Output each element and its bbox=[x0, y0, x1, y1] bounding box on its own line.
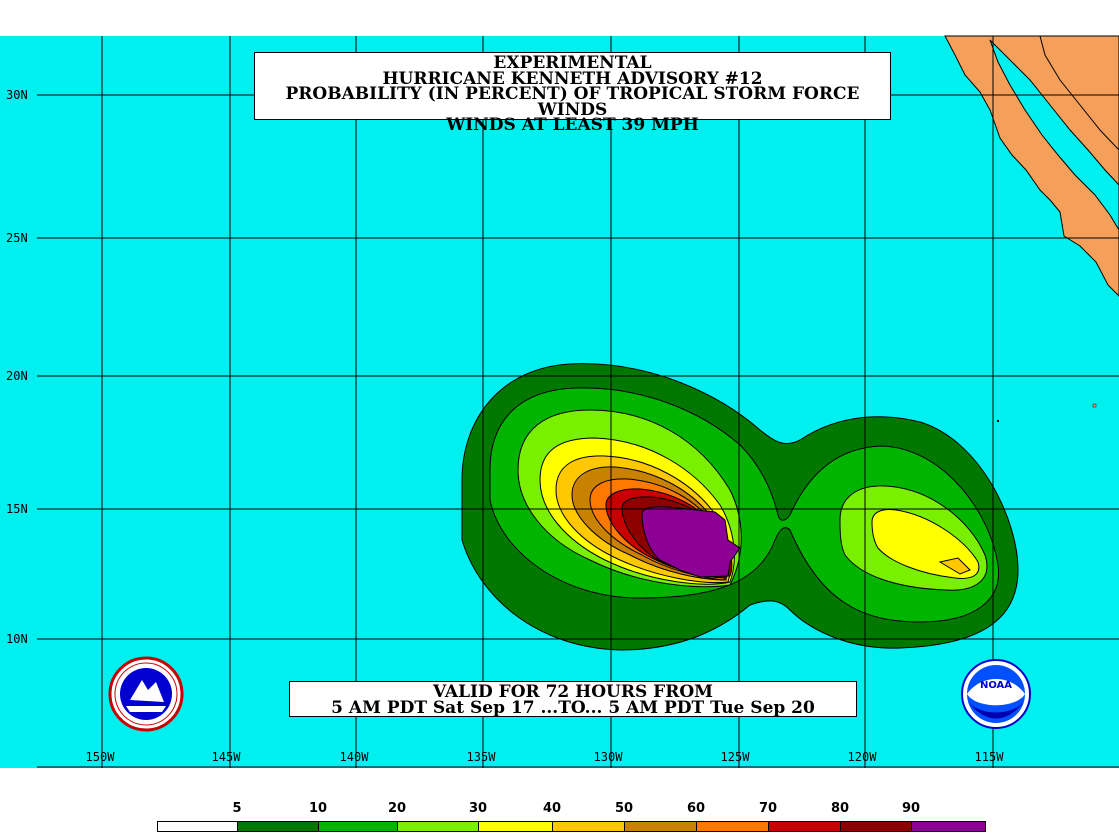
legend-label-20: 20 bbox=[387, 801, 407, 816]
nws-logo-icon bbox=[108, 656, 184, 732]
legend-label-60: 60 bbox=[686, 801, 706, 816]
legend-label-90: 90 bbox=[901, 801, 921, 816]
lon-label-150w: 150W bbox=[85, 750, 115, 764]
legend-swatch-below-5 bbox=[158, 822, 238, 831]
lat-label-10n: 10N bbox=[6, 632, 28, 646]
legend-swatch-10-20 bbox=[319, 822, 398, 831]
contour-above-90 bbox=[641, 506, 741, 578]
lon-label-135w: 135W bbox=[466, 750, 496, 764]
title-line-1: EXPERIMENTAL bbox=[493, 53, 652, 73]
title-line-4: WINDS AT LEAST 39 MPH bbox=[446, 115, 699, 135]
lat-label-15n: 15N bbox=[6, 502, 28, 516]
lat-label-25n: 25N bbox=[6, 231, 28, 245]
title-line-2: HURRICANE KENNETH ADVISORY #12 bbox=[382, 68, 763, 89]
noaa-logo-icon bbox=[961, 659, 1031, 729]
title-box: EXPERIMENTAL HURRICANE KENNETH ADVISORY … bbox=[254, 52, 891, 133]
legend-swatch-5-10 bbox=[238, 822, 319, 831]
lon-label-115w: 115W bbox=[974, 750, 1004, 764]
valid-line-1: VALID FOR 72 HOURS FROM bbox=[433, 682, 713, 702]
legend-label-40: 40 bbox=[542, 801, 562, 816]
legend-label-80: 80 bbox=[830, 801, 850, 816]
lat-label-20n: 20N bbox=[6, 369, 28, 383]
island bbox=[997, 420, 999, 422]
legend-swatch-60-70 bbox=[697, 822, 769, 831]
legend-label-70: 70 bbox=[758, 801, 778, 816]
lon-label-130w: 130W bbox=[593, 750, 623, 764]
legend-swatch-50-60 bbox=[625, 822, 697, 831]
legend-swatch-40-50 bbox=[553, 822, 625, 831]
contour-50-east bbox=[938, 557, 971, 575]
valid-line-2: 5 AM PDT Sat Sep 17 ...TO... 5 AM PDT Tu… bbox=[331, 697, 815, 718]
lon-label-145w: 145W bbox=[211, 750, 241, 764]
lon-label-140w: 140W bbox=[339, 750, 369, 764]
gulf-of-california bbox=[989, 39, 1119, 231]
legend-swatch-30-40 bbox=[479, 822, 553, 831]
lat-lon-grid bbox=[37, 36, 1119, 768]
legend-swatch-70-80 bbox=[769, 822, 841, 831]
legend-label-30: 30 bbox=[468, 801, 488, 816]
legend-swatch-20-30 bbox=[398, 822, 479, 831]
legend-label-5: 5 bbox=[232, 801, 242, 816]
lon-label-120w: 120W bbox=[847, 750, 877, 764]
valid-time-box: VALID FOR 72 HOURS FROM 5 AM PDT Sat Sep… bbox=[289, 681, 857, 717]
legend-color-bar bbox=[157, 821, 986, 832]
legend-label-50: 50 bbox=[614, 801, 634, 816]
legend-label-10: 10 bbox=[308, 801, 328, 816]
noaa-logo-text: NOAA bbox=[980, 680, 1012, 691]
probability-contours bbox=[461, 363, 1019, 651]
legend-swatch-above-90 bbox=[912, 822, 985, 831]
mainland-mexico bbox=[1039, 35, 1119, 151]
title-line-3: PROBABILITY (IN PERCENT) OF TROPICAL STO… bbox=[285, 84, 860, 120]
legend-swatch-80-90 bbox=[841, 822, 912, 831]
island bbox=[1092, 403, 1097, 408]
lon-label-125w: 125W bbox=[720, 750, 750, 764]
lat-label-30n: 30N bbox=[6, 88, 28, 102]
land-mexico bbox=[944, 35, 1119, 297]
